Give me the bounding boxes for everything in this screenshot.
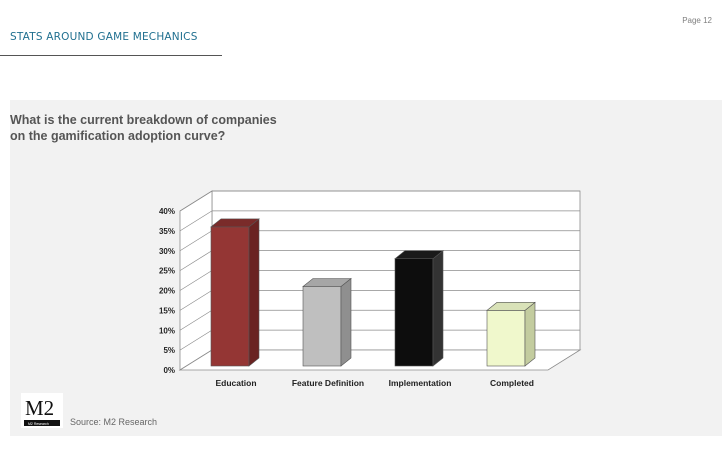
bar-top [302,278,352,287]
gridline-side [179,309,213,331]
gridline-side [179,190,213,212]
m2-logo: M2 M2 Research [21,393,63,428]
bar-side [432,250,444,367]
bar-layer [210,218,536,367]
y-tick-label: 35% [159,227,175,236]
bar-top [486,302,536,311]
source-note: Source: M2 Research [70,417,158,427]
m2-logo-graphic: M2 M2 Research [21,393,63,428]
gridline-side [179,290,213,311]
gridline-side [179,270,213,291]
y-tick-label: 40% [159,207,175,216]
page-number: Page 12 [682,16,712,25]
y-tick-label: 15% [159,306,175,315]
y-tick-label: 5% [163,346,175,355]
section-title: STATS AROUND GAME MECHANICS [10,31,198,43]
bar-side [248,218,260,367]
y-tick-label: 20% [159,287,175,296]
y-tick-label: 10% [159,326,175,335]
gridline-side [179,329,213,351]
m2-logo-bar [24,420,60,426]
x-tick-label: Feature Definition [292,378,364,388]
bar-implementation [394,258,434,367]
m2-logo-mark: M2 [25,396,54,420]
m2-logo-subtext: M2 Research [28,422,49,426]
bar-side [340,277,352,367]
bar-top [210,218,260,228]
x-tick-label: Completed [490,378,534,388]
bar-feature-definition [302,286,342,367]
chart-floor [178,349,582,371]
x-tick-label: Implementation [389,378,452,388]
gridline-side [179,230,213,252]
y-tick-label: 0% [163,366,175,375]
section-rule [0,55,222,56]
x-tick-label: Education [215,378,256,388]
gridline-side [179,210,213,232]
bar-top [394,250,444,259]
bar-side [524,301,536,367]
gridline-side [179,250,213,271]
chart-question: What is the current breakdown of compani… [10,113,277,143]
bar-education [210,226,250,367]
label-layer: 0% 5% 10% 15% 20% 25% 30% 35% 40% Education Featur… [159,207,534,388]
y-tick-label: 25% [159,267,175,276]
y-tick-label: 30% [159,247,175,256]
bar-completed [486,310,526,367]
bar-chart-svg: 0% 5% 10% 15% 20% 25% 30% 35% 40% Education Featur… [159,190,582,388]
bar-chart: 0% 5% 10% 15% 20% 25% 30% 35% 40% Education Featur… [140,180,590,400]
